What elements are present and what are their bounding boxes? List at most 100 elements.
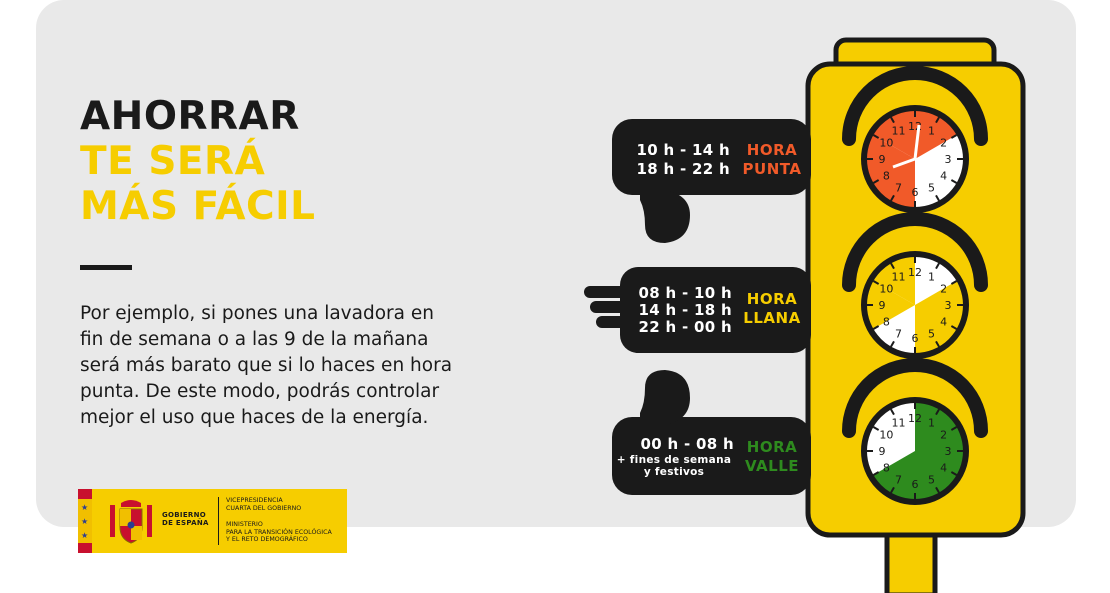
thumbs-up-hand-icon [612,370,811,495]
peak-label-line-1: HORA [746,141,798,159]
clock-visor [842,212,988,292]
headline-divider [80,265,132,270]
body-paragraph: Por ejemplo, si pones una lavadora en fi… [80,301,520,431]
eu-star-icon: ★ [81,517,89,526]
vice-line-2: CUARTA DEL GOBIERNO [226,504,302,512]
clock-number: 1 [928,416,935,429]
clock-tick [890,340,895,348]
clock-number: 2 [940,137,947,150]
spain-flag-icon [78,489,92,553]
clock-tick [935,340,940,348]
clock-rim [861,397,969,505]
clock-number: 7 [895,328,902,341]
min-line-3: Y EL RETO DEMOGRÁFICO [226,536,308,543]
flat-hours-range: 08 h - 10 h [638,284,732,302]
clock-tick [950,179,958,184]
gobierno-line-1: GOBIERNO [162,511,207,519]
headline-line-2: TE SERÁ [80,139,266,184]
clock-tick [872,471,880,476]
flat-label-line-1: HORA [746,290,798,308]
peak-hours-range: 18 h - 22 h [636,160,730,178]
thumbs-down-hand-icon [612,119,811,243]
body-line-3: será más barato que si lo haces en hora [80,355,453,376]
valley-label: HORA VALLE [736,438,808,476]
clock-number: 12 [908,266,922,279]
valley-label-line-1: HORA [746,438,798,456]
clock-number: 9 [879,445,886,458]
clock-number: 2 [940,429,947,442]
clock-number: 8 [883,316,890,329]
valley-hours-range: 00 h - 08 h [640,435,734,453]
clock-sector-valley [870,400,966,502]
clock-tick [950,325,958,330]
clock-number: 3 [945,299,952,312]
flat-hours-range: 14 h - 18 h [638,301,732,319]
clock-hand [892,157,916,169]
clock-number: 4 [940,170,947,183]
valley-extra-line-2: y festivos [643,466,705,478]
ministerio-label: MINISTERIO PARA LA TRANSICIÓN ECOLÓGICA … [226,521,344,544]
flat-hours: 08 h - 10 h 14 h - 18 h 22 h - 00 h [612,285,732,336]
clock-number: 8 [883,170,890,183]
peak-label: HORA PUNTA [736,141,808,179]
peak-hours-range: 10 h - 14 h [636,141,730,159]
clock-number: 10 [879,283,893,296]
clock-number: 6 [912,186,919,199]
valley-extra: + fines de semana y festivos [612,454,736,478]
clock-tick [935,262,940,270]
clock-number: 12 [908,412,922,425]
clock-number: 5 [928,328,935,341]
vicepresidencia-label: VICEPRESIDENCIA CUARTA DEL GOBIERNO [226,497,344,512]
body-line-4: punta. De este modo, podrás controlar [80,381,440,402]
peak-label-line-2: PUNTA [742,160,802,178]
clock-number: 4 [940,316,947,329]
clock-tick [872,325,880,330]
clock-tick [935,194,940,202]
valley-extra-line-1: + fines de semana [616,454,732,466]
clock-tick [935,116,940,124]
clock-tick [950,280,958,285]
flat-label-line-2: LLANA [743,309,801,327]
clock-number: 7 [895,182,902,195]
clock-rim [861,105,969,213]
clock-number: 6 [912,332,919,345]
clock-visor [842,66,988,146]
clock-number: 1 [928,270,935,283]
min-line-1: MINISTERIO [226,521,263,528]
clock-tick [950,471,958,476]
body-line-1: Por ejemplo, si pones una lavadora en [80,303,434,324]
clock-tick [890,262,895,270]
clock-visor [842,358,988,438]
clock-number: 9 [879,153,886,166]
clock-number: 8 [883,462,890,475]
body-line-5: mejor el uso que haces de la energía. [80,407,429,428]
coat-of-arms-icon [110,500,152,544]
valley-label-line-2: VALLE [744,457,800,475]
gobierno-line-2: DE ESPAÑA [162,519,209,527]
flat-hand-icon [584,267,811,353]
clock-number: 3 [945,445,952,458]
clock-number: 4 [940,462,947,475]
clock-hand [913,124,921,160]
peak-hours: 10 h - 14 h 18 h - 22 h [612,141,730,179]
flat-label: HORA LLANA [736,290,808,328]
clock-number: 11 [892,124,906,137]
clock-tick [890,486,895,494]
clock-number: 5 [928,182,935,195]
clock-tick [872,134,880,139]
clock-number: 10 [879,137,893,150]
clock-tick [950,426,958,431]
clock-number: 2 [940,283,947,296]
clock-tick [935,486,940,494]
valley-hours: 00 h - 08 h [612,436,734,453]
clock-number: 7 [895,474,902,487]
clock-tick [950,134,958,139]
flat-hours-range: 22 h - 00 h [638,318,732,336]
clock-number: 11 [892,416,906,429]
clock-number: 1 [928,124,935,137]
vice-line-1: VICEPRESIDENCIA [226,497,283,504]
logo-divider [218,497,219,545]
clock-tick [935,408,940,416]
headline-line-1: AHORRAR [80,94,300,139]
